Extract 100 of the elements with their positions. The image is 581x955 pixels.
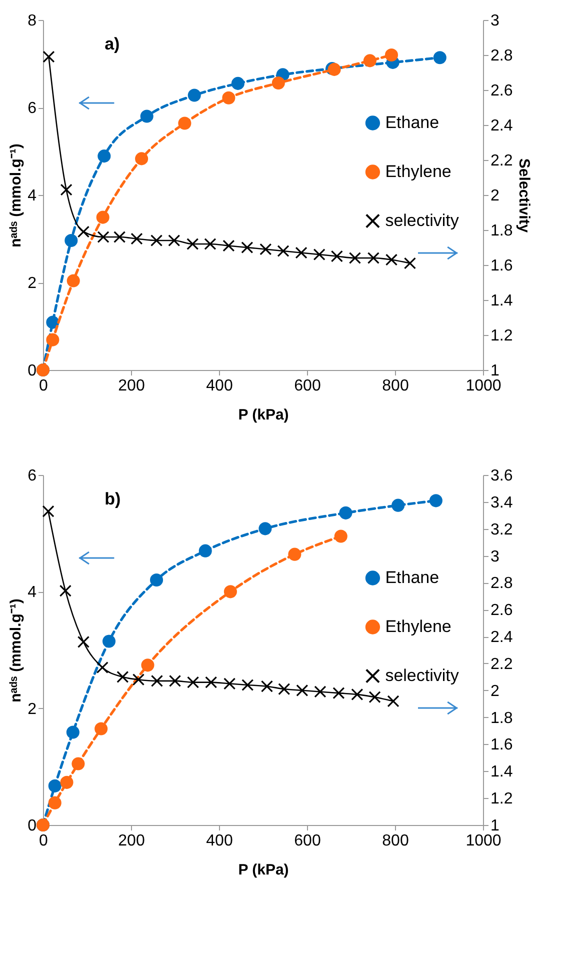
y2-tick-label: 3.6 <box>490 468 513 484</box>
point <box>96 661 108 674</box>
point <box>384 48 398 62</box>
x-tick-label: 800 <box>382 832 409 850</box>
legend-label: Ethylene <box>385 617 452 636</box>
x-tick-label: 800 <box>382 378 409 394</box>
y2-tick-label: 2 <box>490 682 500 700</box>
point <box>64 234 78 248</box>
point <box>42 50 55 63</box>
point <box>66 726 80 739</box>
point <box>272 76 285 90</box>
point <box>168 234 180 247</box>
point <box>392 498 405 512</box>
point <box>186 238 199 250</box>
point <box>385 254 398 266</box>
point <box>98 150 111 163</box>
point <box>205 676 218 688</box>
point <box>348 252 362 264</box>
point <box>94 722 108 736</box>
point <box>231 76 244 90</box>
x-axis-title: P (kPa) <box>238 406 289 424</box>
point <box>178 116 192 130</box>
point <box>135 152 148 166</box>
legend-label: Ethane <box>385 568 440 587</box>
y2-tick-label: 2.6 <box>490 82 513 100</box>
x-tick-label: 400 <box>206 832 233 850</box>
x-tick-label: 600 <box>294 832 321 850</box>
point <box>150 573 164 587</box>
point <box>114 230 126 244</box>
y2-tick-label: 1.4 <box>490 292 513 310</box>
x-tick-label: 1000 <box>466 378 502 394</box>
point <box>204 238 216 250</box>
y-tick-label: 6 <box>28 100 37 117</box>
point <box>241 241 254 254</box>
y2-tick-label: 2.6 <box>490 602 513 620</box>
point <box>295 246 308 259</box>
y2-tick-label: 1.2 <box>490 328 513 344</box>
y-tick-label: 4 <box>28 188 37 204</box>
y2-tick-label: 1.8 <box>490 710 513 727</box>
point <box>60 184 72 196</box>
y-axis-title: nᵃᵈˢ (mmol.g⁻¹) <box>8 598 25 702</box>
point <box>141 658 154 672</box>
point <box>186 676 200 688</box>
y2-tick-label: 1 <box>490 818 500 834</box>
y2-tick-label: 1.4 <box>490 764 513 781</box>
y2-tick-label: 2.2 <box>490 656 513 673</box>
point <box>46 333 60 346</box>
point <box>330 250 343 262</box>
point <box>351 688 364 700</box>
x-tick-label: 200 <box>118 832 145 850</box>
legend-label: Ethane <box>385 113 440 132</box>
x-tick-label: 400 <box>206 378 233 394</box>
y-tick-label: 6 <box>28 468 37 484</box>
y-tick-label: 4 <box>28 584 37 602</box>
y-tick-label: 2 <box>28 700 37 718</box>
y2-tick-label: 1.2 <box>490 790 513 808</box>
point <box>59 584 72 597</box>
point <box>363 54 376 68</box>
point <box>332 687 345 700</box>
point <box>222 91 236 104</box>
point <box>48 779 62 792</box>
point <box>72 757 85 770</box>
y2-tick-label: 2 <box>490 188 500 204</box>
x-tick-label: 0 <box>39 832 48 850</box>
point <box>42 505 54 518</box>
y2-tick-label: 3.4 <box>490 494 513 512</box>
point <box>367 252 380 264</box>
point <box>429 494 442 508</box>
point <box>260 243 272 256</box>
point <box>116 670 129 683</box>
y2-tick-label: 1 <box>490 362 500 380</box>
point <box>296 684 308 696</box>
y-axis-title: nᵃᵈˢ (mmol.g⁻¹) <box>8 144 25 248</box>
x-tick-label: 0 <box>39 378 48 394</box>
point <box>334 530 348 543</box>
point <box>198 544 212 558</box>
y-tick-label: 0 <box>28 818 37 834</box>
point <box>288 548 302 561</box>
y2-tick-label: 3 <box>490 12 500 30</box>
y2-tick-label: 2.4 <box>490 629 513 646</box>
y2-tick-label: 1.8 <box>490 222 513 240</box>
y-tick-label: 0 <box>28 362 37 380</box>
point <box>339 506 352 520</box>
point <box>313 248 326 261</box>
point <box>368 691 381 704</box>
point <box>66 274 80 288</box>
y2-tick-label: 1.6 <box>490 258 513 274</box>
point <box>258 522 272 536</box>
legend-label: selectivity <box>385 211 460 230</box>
point <box>102 634 116 648</box>
point <box>150 234 163 247</box>
y2-tick-label: 2.4 <box>490 118 513 134</box>
point <box>140 110 154 123</box>
annotation: b) <box>104 490 121 508</box>
x-axis-title: P (kPa) <box>238 862 289 878</box>
point <box>150 674 164 688</box>
point <box>260 680 274 692</box>
y2-tick-label: 3.2 <box>490 521 513 538</box>
point <box>387 695 400 708</box>
point <box>60 776 74 789</box>
